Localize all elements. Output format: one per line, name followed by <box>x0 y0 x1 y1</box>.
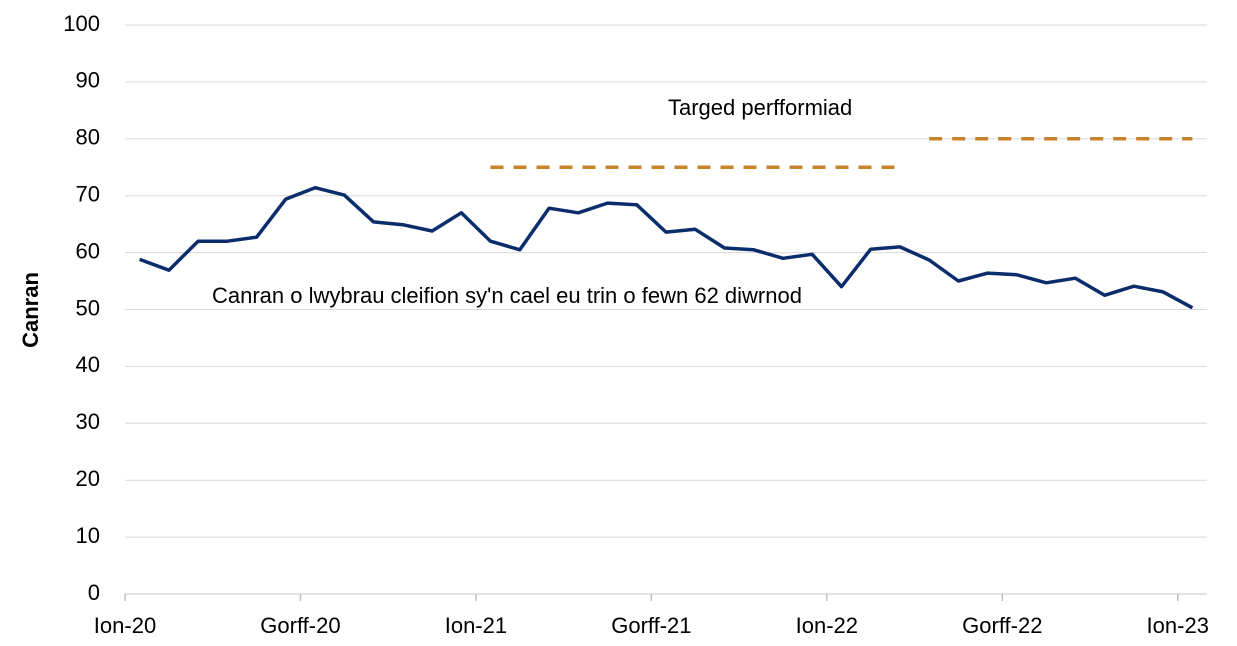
x-tick-label: Gorff-22 <box>962 613 1042 638</box>
y-tick-label: 70 <box>76 182 100 207</box>
x-tick-label: Ion-20 <box>94 613 156 638</box>
series-label: Canran o lwybrau cleifion sy'n cael eu t… <box>212 283 802 308</box>
y-tick-label: 90 <box>76 68 100 93</box>
x-tick-label: Ion-21 <box>445 613 507 638</box>
y-tick-label: 40 <box>76 352 100 377</box>
y-axis-label: Canran <box>18 272 43 348</box>
x-tick-label: Ion-23 <box>1147 613 1209 638</box>
y-tick-label: 60 <box>76 238 100 263</box>
target-label: Targed perfformiad <box>668 95 853 120</box>
y-tick-label: 30 <box>76 409 100 434</box>
y-tick-label: 10 <box>76 523 100 548</box>
x-tick-label: Gorff-21 <box>611 613 691 638</box>
y-tick-label: 0 <box>88 580 100 605</box>
y-tick-label: 80 <box>76 125 100 150</box>
data-line <box>138 185 1194 310</box>
y-tick-label: 50 <box>76 295 100 320</box>
x-tick-label: Gorff-20 <box>260 613 340 638</box>
x-tick-label: Ion-22 <box>796 613 858 638</box>
y-tick-label: 20 <box>76 466 100 491</box>
y-tick-label: 100 <box>63 11 100 36</box>
